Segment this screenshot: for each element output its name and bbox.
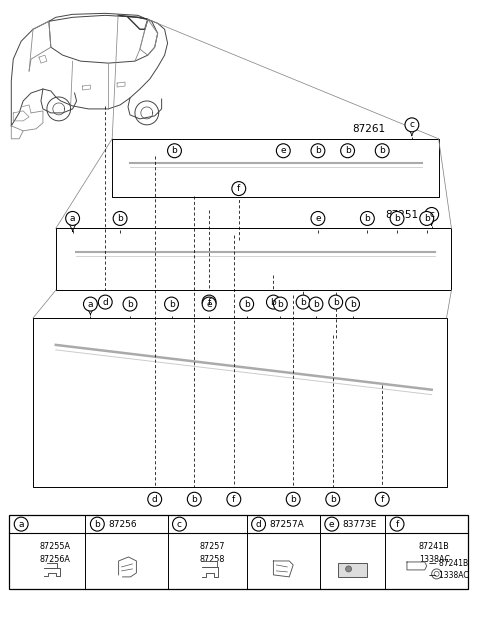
- Circle shape: [390, 212, 404, 226]
- Text: a: a: [70, 214, 75, 223]
- Text: 87261: 87261: [352, 124, 385, 134]
- Text: 87256: 87256: [108, 520, 137, 529]
- Text: f: f: [207, 298, 211, 307]
- Circle shape: [168, 144, 181, 158]
- Bar: [9, 515, 468, 589]
- Circle shape: [425, 208, 439, 221]
- Circle shape: [187, 493, 201, 506]
- Circle shape: [420, 212, 433, 226]
- Text: b: b: [345, 146, 350, 155]
- Text: a: a: [88, 300, 93, 309]
- Text: f: f: [232, 494, 236, 503]
- Text: b: b: [364, 214, 370, 223]
- Text: d: d: [256, 520, 262, 529]
- Text: b: b: [379, 146, 385, 155]
- Circle shape: [311, 144, 325, 158]
- Circle shape: [405, 118, 419, 132]
- Text: b: b: [330, 494, 336, 503]
- Text: b: b: [244, 300, 250, 309]
- Circle shape: [202, 297, 216, 311]
- Circle shape: [232, 181, 246, 195]
- Circle shape: [375, 144, 389, 158]
- Text: d: d: [102, 298, 108, 307]
- Text: c: c: [409, 120, 414, 129]
- Text: b: b: [313, 300, 319, 309]
- Text: a: a: [18, 520, 24, 529]
- Circle shape: [227, 493, 241, 506]
- Text: b: b: [271, 298, 276, 307]
- Text: e: e: [315, 214, 321, 223]
- Text: f: f: [381, 494, 384, 503]
- Circle shape: [276, 144, 290, 158]
- Circle shape: [98, 295, 112, 309]
- Text: e: e: [280, 146, 286, 155]
- Text: b: b: [117, 214, 123, 223]
- Circle shape: [341, 144, 355, 158]
- Text: b: b: [349, 300, 355, 309]
- Circle shape: [266, 295, 280, 309]
- Text: d: d: [152, 494, 157, 503]
- Circle shape: [326, 493, 340, 506]
- Text: — 87241B: — 87241B: [429, 559, 468, 568]
- Circle shape: [286, 493, 300, 506]
- Text: e: e: [329, 520, 335, 529]
- Circle shape: [148, 493, 162, 506]
- Circle shape: [113, 212, 127, 226]
- Text: f: f: [396, 520, 399, 529]
- Circle shape: [360, 212, 374, 226]
- Circle shape: [90, 517, 104, 531]
- Circle shape: [252, 517, 265, 531]
- Text: b: b: [172, 146, 178, 155]
- Text: b: b: [168, 300, 174, 309]
- Circle shape: [14, 517, 28, 531]
- Circle shape: [172, 517, 186, 531]
- Circle shape: [346, 297, 360, 311]
- Circle shape: [329, 295, 343, 309]
- Text: b: b: [127, 300, 133, 309]
- Text: — 1338AC: — 1338AC: [429, 572, 468, 581]
- Circle shape: [346, 566, 351, 572]
- Circle shape: [375, 493, 389, 506]
- Text: b: b: [277, 300, 283, 309]
- Circle shape: [325, 517, 339, 531]
- Text: 87257A: 87257A: [269, 520, 304, 529]
- Text: b: b: [315, 146, 321, 155]
- Text: 87257
87258: 87257 87258: [199, 542, 225, 564]
- Circle shape: [309, 297, 323, 311]
- Text: b: b: [300, 298, 306, 307]
- Text: b: b: [290, 494, 296, 503]
- Circle shape: [274, 297, 287, 311]
- Circle shape: [296, 295, 310, 309]
- Bar: [338, 563, 367, 577]
- Text: b: b: [394, 214, 400, 223]
- Text: 87255A
87256A: 87255A 87256A: [39, 542, 71, 564]
- Text: b: b: [333, 298, 338, 307]
- Circle shape: [311, 212, 325, 226]
- Text: 87241B
1338AC: 87241B 1338AC: [419, 542, 450, 564]
- Circle shape: [165, 297, 179, 311]
- Text: c: c: [429, 210, 434, 219]
- Text: c: c: [177, 520, 182, 529]
- Text: b: b: [95, 520, 100, 529]
- Text: f: f: [237, 184, 240, 193]
- Text: b: b: [424, 214, 430, 223]
- Text: 83773E: 83773E: [343, 520, 377, 529]
- Text: 87251: 87251: [385, 210, 418, 221]
- Circle shape: [202, 295, 216, 309]
- Circle shape: [66, 212, 80, 226]
- Circle shape: [123, 297, 137, 311]
- Text: e: e: [206, 300, 212, 309]
- Circle shape: [84, 297, 97, 311]
- Circle shape: [240, 297, 253, 311]
- Circle shape: [390, 517, 404, 531]
- Text: b: b: [192, 494, 197, 503]
